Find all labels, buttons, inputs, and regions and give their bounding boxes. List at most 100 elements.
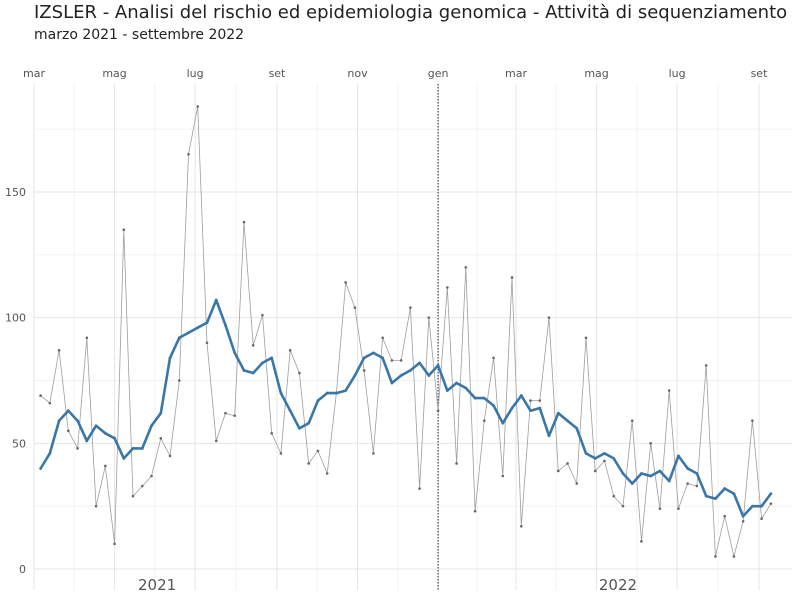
weekly-point	[566, 462, 569, 465]
weekly-point	[446, 286, 449, 289]
weekly-point	[723, 514, 726, 518]
chart-subtitle: marzo 2021 - settembre 2022	[34, 27, 245, 43]
y-tick-label: 150	[5, 186, 26, 199]
chart-title: IZSLER - Analisi del rischio ed epidemio…	[34, 2, 788, 23]
weekly-point	[593, 469, 597, 473]
smoothed-point	[741, 514, 745, 518]
smoothed-point	[418, 361, 422, 365]
weekly-point	[483, 419, 486, 423]
month-axis: mar mag lug set nov gen mar mag lug set	[23, 67, 768, 80]
smoothed-point	[205, 321, 209, 325]
smoothed-point	[316, 399, 320, 403]
weekly-point	[399, 359, 403, 362]
smoothed-point	[630, 482, 634, 485]
weekly-point	[418, 487, 421, 490]
weekly-point	[769, 502, 773, 505]
year-labels: 2021 2022	[138, 576, 637, 594]
weekly-point	[362, 369, 366, 372]
weekly-point	[473, 509, 477, 513]
smoothed-point	[177, 336, 181, 340]
weekly-point	[714, 555, 717, 558]
smoothed-point	[593, 457, 597, 460]
weekly-point	[242, 220, 246, 224]
weekly-point	[187, 153, 190, 156]
smoothed-point	[279, 391, 283, 395]
weekly-point	[556, 469, 560, 473]
weekly-point	[279, 452, 283, 455]
weekly-point	[649, 442, 653, 445]
smoothed-point	[251, 371, 255, 375]
weekly-point	[67, 429, 70, 433]
weekly-point	[48, 401, 52, 405]
weekly-point	[113, 542, 116, 546]
weekly-point	[353, 306, 357, 309]
weekly-point	[584, 336, 588, 340]
smoothed-point	[140, 446, 144, 450]
smoothed-point	[242, 369, 246, 372]
weekly-point	[288, 349, 292, 352]
smoothed-point	[224, 323, 227, 327]
smoothed-point	[288, 409, 292, 413]
x-tick-label: set	[269, 67, 286, 80]
smoothed-point	[113, 436, 116, 440]
smoothed-point	[168, 356, 172, 360]
smoothed-point	[390, 381, 394, 385]
weekly-point	[57, 349, 61, 352]
smoothed-series-line	[39, 298, 772, 518]
weekly-point	[686, 482, 689, 485]
weekly-point	[159, 437, 163, 440]
smoothed-point	[723, 487, 727, 490]
smoothed-point	[353, 374, 357, 377]
smoothed-point	[270, 356, 274, 360]
smoothed-point	[48, 451, 52, 455]
smoothed-point	[436, 364, 440, 367]
smoothed-point	[686, 467, 690, 470]
smoothed-point	[455, 381, 458, 385]
smoothed-point	[214, 298, 218, 302]
weekly-point	[464, 266, 468, 269]
smoothed-point	[307, 421, 311, 425]
weekly-point	[640, 540, 643, 543]
weekly-point	[492, 356, 495, 360]
smoothed-point	[584, 451, 588, 455]
weekly-point	[214, 439, 218, 443]
smoothed-point	[704, 494, 708, 498]
smoothed-point	[750, 504, 754, 508]
weekly-point	[427, 316, 431, 319]
y-tick-label: 0	[19, 563, 26, 576]
weekly-point	[298, 371, 301, 375]
smoothed-point	[519, 394, 523, 397]
smoothed-point	[769, 492, 773, 495]
smoothed-point	[66, 409, 70, 413]
smoothed-point	[612, 457, 616, 460]
x-tick-label: mag	[102, 67, 126, 80]
smoothed-point	[464, 386, 468, 390]
year-label: 2021	[138, 576, 176, 594]
weekly-point	[510, 276, 514, 279]
weekly-point	[307, 462, 310, 465]
smoothed-point	[603, 451, 606, 455]
x-tick-label: mar	[505, 67, 527, 80]
weekly-point	[150, 474, 153, 478]
smoothed-point	[482, 396, 486, 400]
smoothed-point	[677, 454, 680, 458]
weekly-point	[316, 449, 320, 453]
x-tick-label: set	[751, 67, 768, 80]
smoothed-point	[94, 424, 98, 428]
y-axis: 0 50 100 150	[5, 186, 26, 576]
weekly-point	[667, 389, 671, 392]
smoothed-point	[57, 419, 61, 423]
smoothed-point	[538, 406, 542, 410]
smoothed-point	[76, 419, 79, 423]
year-label: 2022	[599, 576, 637, 594]
weekly-point	[233, 414, 237, 417]
smoothed-point	[399, 374, 403, 377]
weekly-point	[94, 504, 98, 508]
weekly-point	[251, 344, 255, 347]
smoothed-point	[556, 411, 560, 415]
smoothed-point	[408, 369, 412, 372]
weekly-point	[261, 313, 264, 317]
weekly-point	[390, 359, 394, 362]
smoothed-point	[658, 469, 662, 473]
smoothed-point	[371, 351, 375, 355]
